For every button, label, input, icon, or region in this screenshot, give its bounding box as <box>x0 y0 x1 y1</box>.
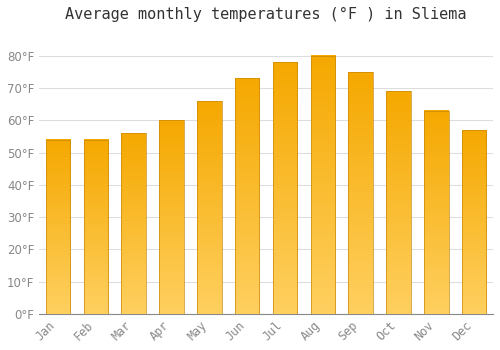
Bar <box>462 130 486 314</box>
Bar <box>160 120 184 314</box>
Bar <box>424 111 448 314</box>
Bar <box>197 101 222 314</box>
Bar <box>84 140 108 314</box>
Bar <box>122 133 146 314</box>
Bar <box>310 56 335 314</box>
Bar <box>348 72 373 314</box>
Bar <box>235 78 260 314</box>
Bar <box>386 91 411 314</box>
Title: Average monthly temperatures (°F ) in Sliema: Average monthly temperatures (°F ) in Sl… <box>66 7 467 22</box>
Bar <box>272 62 297 314</box>
Bar <box>46 140 70 314</box>
